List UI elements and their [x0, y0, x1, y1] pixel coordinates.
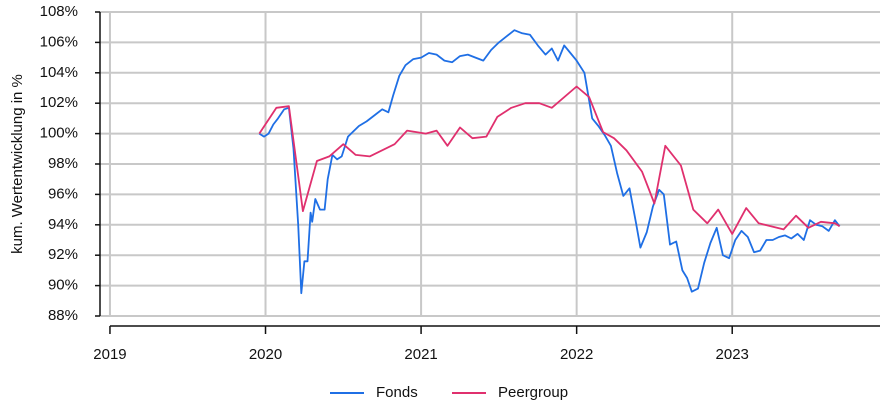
- y-tick-label: 108%: [40, 3, 78, 20]
- x-tick-label: 2019: [93, 346, 126, 363]
- y-tick-label: 100%: [40, 125, 78, 142]
- y-tick-label: 88%: [48, 307, 78, 324]
- y-tick-label: 96%: [48, 185, 78, 202]
- y-tick-label: 106%: [40, 33, 78, 50]
- x-tick-label: 2023: [716, 346, 749, 363]
- x-tick-label: 2021: [404, 346, 437, 363]
- y-tick-label: 104%: [40, 64, 78, 81]
- series-line: [258, 29, 841, 295]
- y-tick-label: 102%: [40, 94, 78, 111]
- y-tick-label: 94%: [48, 216, 78, 233]
- series-line: [258, 85, 841, 235]
- y-tick-label: 98%: [48, 155, 78, 172]
- y-tick-label: 92%: [48, 246, 78, 263]
- x-tick-label: 2020: [249, 346, 282, 363]
- x-tick-label: 2022: [560, 346, 593, 363]
- legend-label: Fonds: [376, 384, 418, 401]
- legend-label: Peergroup: [498, 384, 568, 401]
- y-tick-label: 90%: [48, 277, 78, 294]
- y-axis-label: kum. Wertentwicklung in %: [9, 74, 26, 254]
